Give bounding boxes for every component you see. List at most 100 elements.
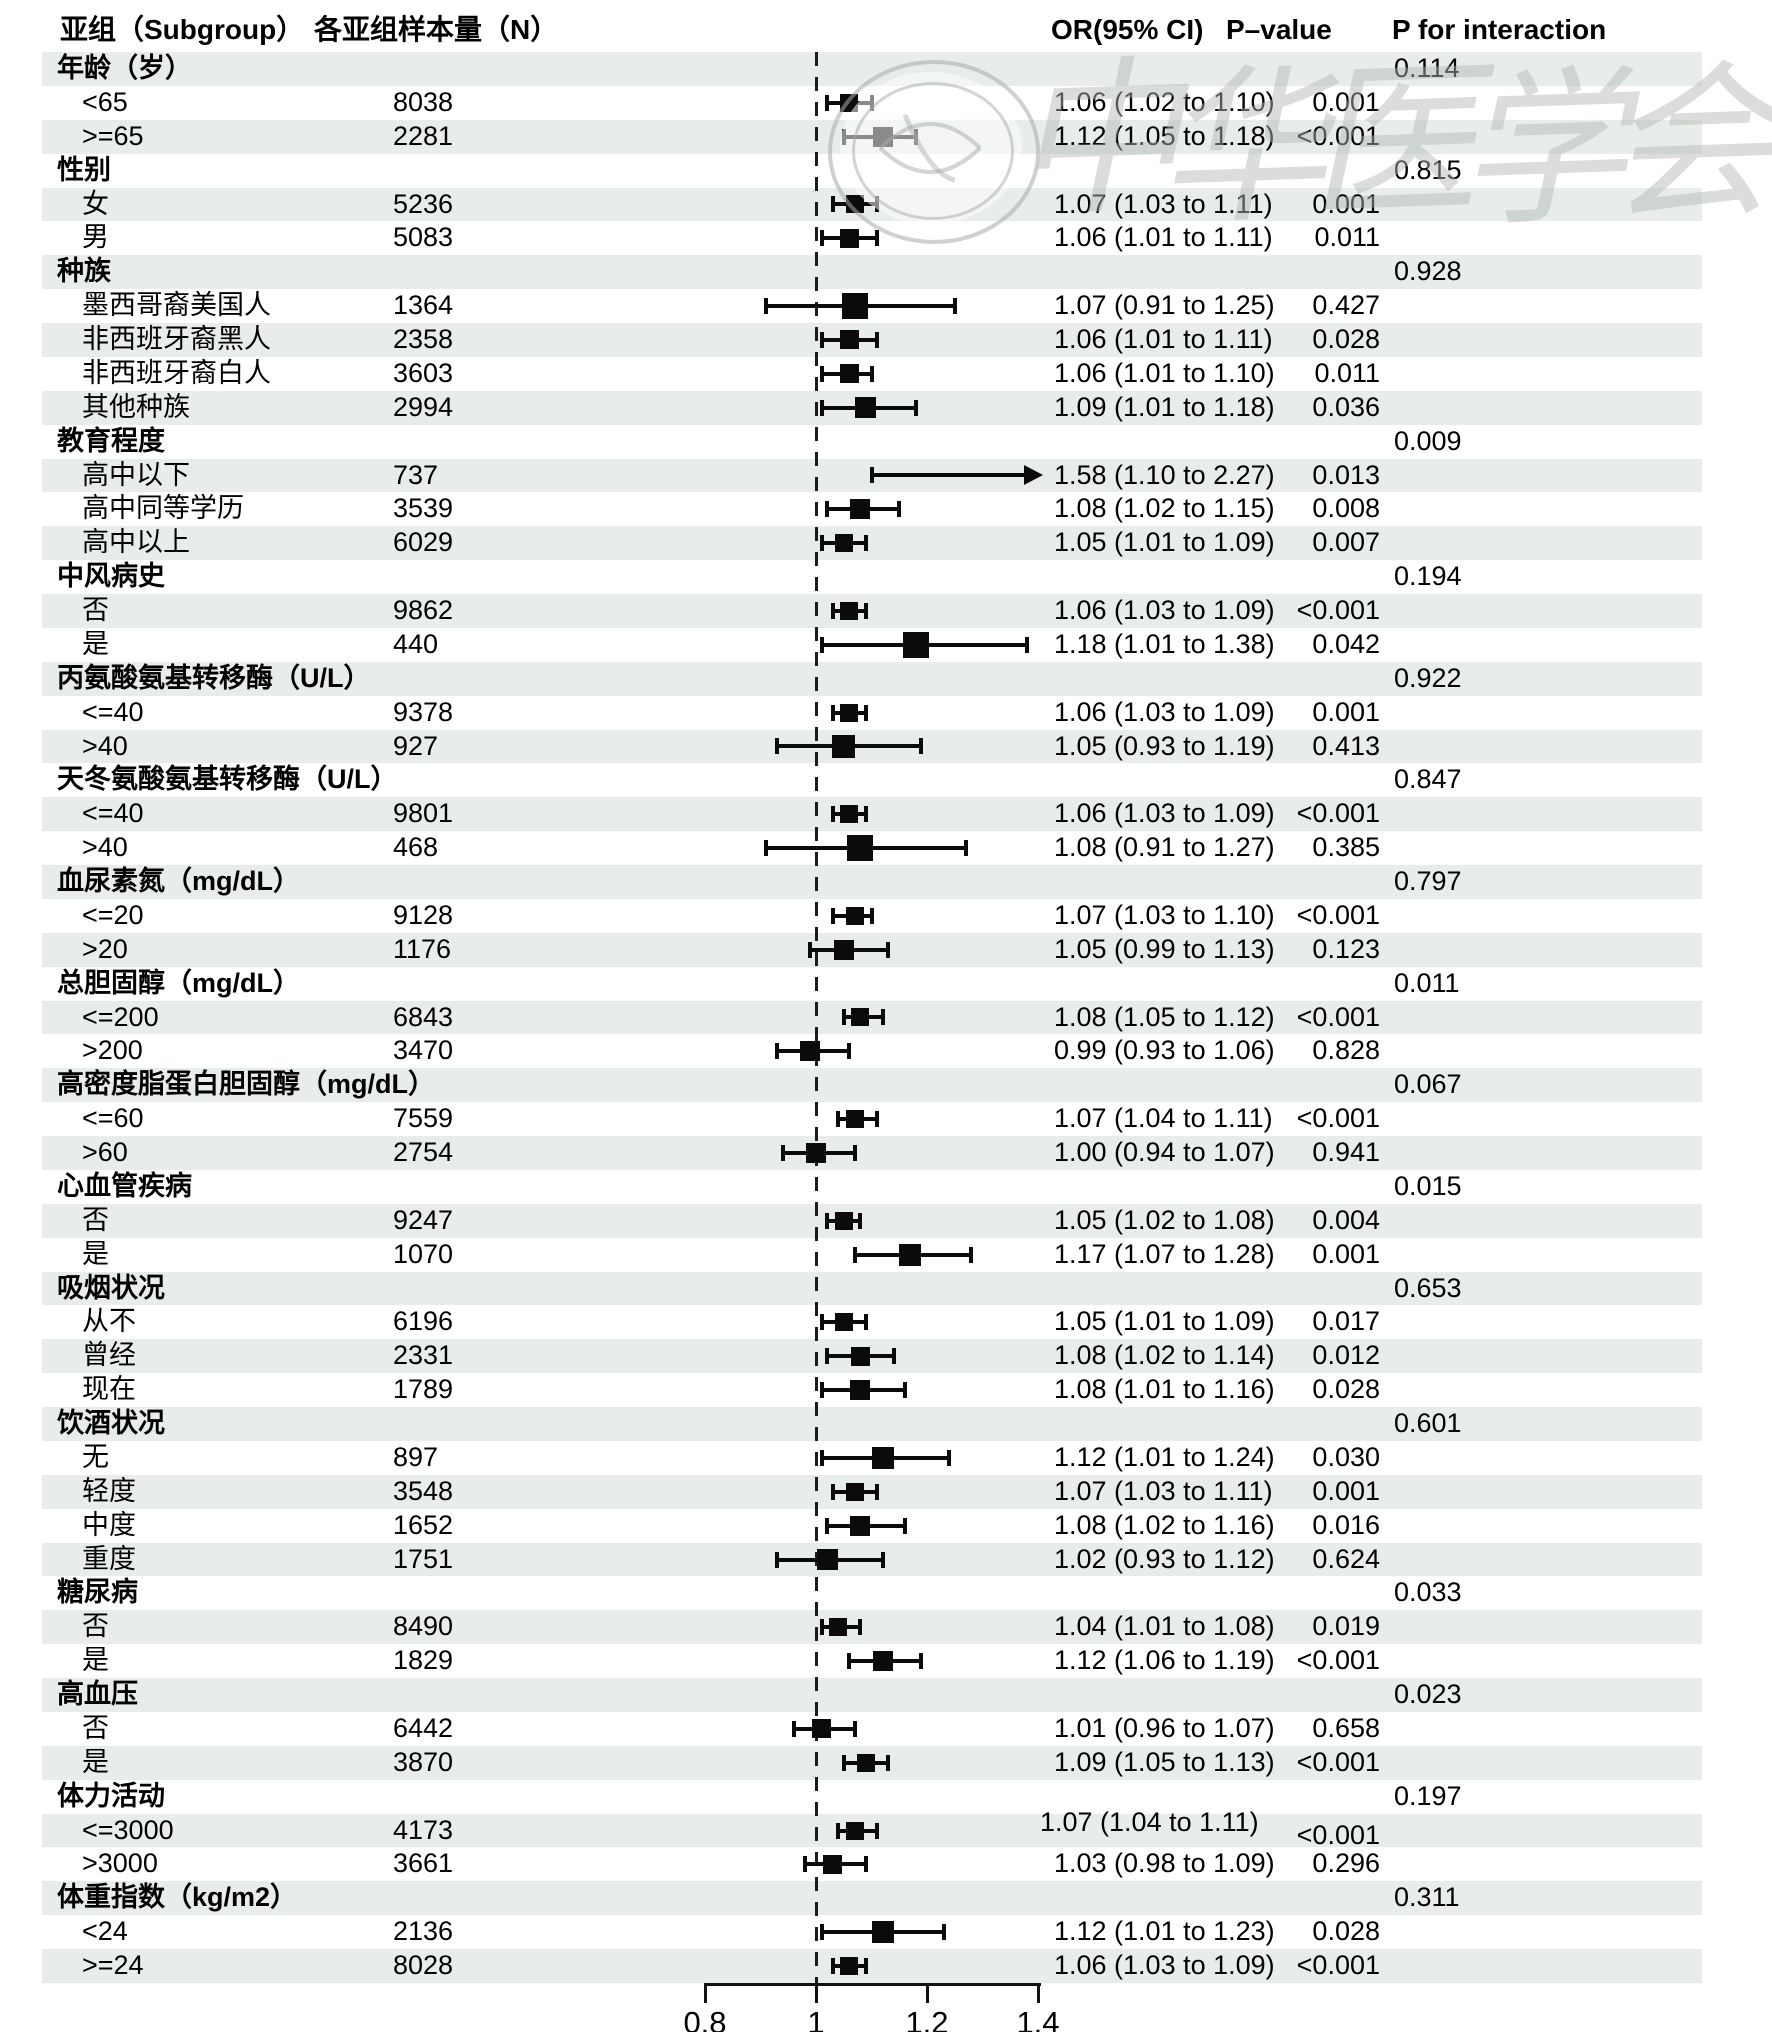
subgroup-row: 轻度 3548 1.07 (1.03 to 1.11) 0.001 <box>0 1474 1772 1509</box>
or-ci-text: 1.00 (0.94 to 1.07) <box>1054 1137 1275 1168</box>
subgroup-row: 否 8490 1.04 (1.01 to 1.08) 0.019 <box>0 1610 1772 1645</box>
subgroup-row: 高中以上 6029 1.05 (1.01 to 1.09) 0.007 <box>0 526 1772 561</box>
ci-cap-right <box>863 1314 868 1331</box>
subgroup-row: 女 5236 1.07 (1.03 to 1.11) 0.001 <box>0 187 1772 222</box>
col-header-subgroup: 亚组（Subgroup） <box>60 14 305 45</box>
ci-cap-right <box>869 365 874 382</box>
subgroup-row: 男 5083 1.06 (1.01 to 1.11) 0.011 <box>0 221 1772 255</box>
subgroup-label: 否 <box>82 1611 109 1642</box>
subgroup-row: <=40 9378 1.06 (1.03 to 1.09) 0.001 <box>0 696 1772 730</box>
or-ci-text: 1.12 (1.01 to 1.24) <box>1054 1441 1275 1472</box>
ci-cap-right <box>863 1958 868 1975</box>
or-ci-text: 1.07 (0.91 to 1.25) <box>1054 290 1275 321</box>
subgroup-label: <=40 <box>82 696 144 727</box>
subgroup-label: <=3000 <box>82 1814 174 1845</box>
p-value: <0.001 <box>1296 1950 1380 1981</box>
ci-cap-left <box>869 467 874 484</box>
or-point-square <box>812 1719 832 1739</box>
p-value: 0.017 <box>1312 1306 1380 1337</box>
p-interaction-value: 0.023 <box>1394 1679 1462 1710</box>
p-interaction-value: 0.601 <box>1394 1408 1462 1439</box>
sample-size: 6843 <box>393 1001 454 1032</box>
axis-tick <box>704 1982 707 2003</box>
p-interaction-value: 0.015 <box>1394 1170 1462 1201</box>
row-stripe <box>42 1271 1702 1306</box>
ci-cap-left <box>808 941 813 958</box>
or-ci-text: 1.17 (1.07 to 1.28) <box>1054 1238 1275 1269</box>
group-row: 总胆固醇（mg/dL） 0.011 <box>0 967 1772 1001</box>
row-stripe <box>42 661 1702 696</box>
or-ci-text: 1.08 (1.01 to 1.16) <box>1054 1374 1275 1405</box>
or-point-square <box>850 1346 870 1366</box>
ci-cap-right <box>919 1653 924 1670</box>
sample-size: 2754 <box>393 1137 454 1168</box>
axis-tick-label: 1.2 <box>905 2004 949 2032</box>
subgroup-label: 天冬氨酸氨基转移酶（U/L） <box>57 764 398 795</box>
subgroup-label: 是 <box>82 1746 109 1777</box>
group-row: 中风病史 0.194 <box>0 560 1772 594</box>
group-row: 高密度脂蛋白胆固醇（mg/dL） 0.067 <box>0 1068 1772 1103</box>
axis-tick-label: 0.8 <box>683 2004 727 2032</box>
subgroup-label: <=40 <box>82 798 144 829</box>
sample-size: 1364 <box>393 290 454 321</box>
p-interaction-value: 0.797 <box>1394 866 1462 897</box>
ci-cap-left <box>830 1958 835 1975</box>
or-point-square <box>850 1515 871 1536</box>
subgroup-label: 年龄（岁） <box>57 53 192 83</box>
axis-tick-label: 1 <box>807 2004 825 2032</box>
ci-cap-left <box>825 501 830 518</box>
or-ci-text: 1.12 (1.06 to 1.19) <box>1054 1645 1275 1676</box>
ci-cap-right <box>875 1111 880 1128</box>
or-ci-text: 1.06 (1.03 to 1.09) <box>1054 1950 1275 1981</box>
ci-cap-left <box>819 1449 824 1466</box>
ci-cap-right <box>852 1720 857 1737</box>
subgroup-label: 墨西哥裔美国人 <box>82 290 271 321</box>
or-ci-text: 1.05 (1.01 to 1.09) <box>1054 527 1275 558</box>
sample-size: 2331 <box>393 1340 454 1371</box>
or-ci-text: 1.08 (1.02 to 1.14) <box>1054 1340 1275 1371</box>
reference-line-or-1 <box>815 52 818 1983</box>
p-value: 0.019 <box>1312 1611 1380 1642</box>
ci-cap-right <box>869 907 874 924</box>
p-interaction-value: 0.067 <box>1394 1069 1462 1100</box>
subgroup-label: <65 <box>82 86 128 117</box>
axis-tick <box>815 1982 818 2003</box>
sample-size: 3870 <box>393 1746 454 1777</box>
subgroup-label: 是 <box>82 628 109 659</box>
or-ci-text: 1.01 (0.96 to 1.07) <box>1054 1712 1275 1743</box>
row-stripe <box>42 1881 1702 1916</box>
subgroup-label: 种族 <box>57 256 111 287</box>
col-header-p-interaction: P for interaction <box>1392 14 1607 45</box>
ci-cap-left <box>825 1517 830 1534</box>
ci-cap-left <box>764 298 769 315</box>
subgroup-row: 墨西哥裔美国人 1364 1.07 (0.91 to 1.25) 0.427 <box>0 289 1772 323</box>
sample-size: 440 <box>393 628 439 659</box>
row-stripe <box>42 255 1702 290</box>
group-row: 吸烟状况 0.653 <box>0 1271 1772 1306</box>
p-value: 0.007 <box>1312 527 1380 558</box>
subgroup-label: 体力活动 <box>57 1780 165 1811</box>
group-row: 心血管疾病 0.015 <box>0 1170 1772 1204</box>
subgroup-label: >40 <box>82 832 128 863</box>
or-ci-text: 1.09 (1.01 to 1.18) <box>1054 391 1275 422</box>
subgroup-label: 轻度 <box>82 1475 136 1506</box>
or-ci-text: 1.05 (1.01 to 1.09) <box>1054 1306 1275 1337</box>
sample-size: 8490 <box>393 1611 454 1642</box>
subgroup-row: 否 9862 1.06 (1.03 to 1.09) <0.001 <box>0 594 1772 628</box>
or-point-square <box>840 703 859 722</box>
or-point-square <box>834 1211 853 1230</box>
subgroup-row: 否 6442 1.01 (0.96 to 1.07) 0.658 <box>0 1712 1772 1746</box>
p-value: 0.296 <box>1312 1848 1380 1879</box>
ci-line-arrow <box>871 473 1024 478</box>
sample-size: 6442 <box>393 1712 454 1743</box>
p-value: 0.658 <box>1312 1712 1380 1743</box>
subgroup-label: <=200 <box>82 1001 159 1032</box>
p-interaction-value: 0.928 <box>1394 256 1462 287</box>
subgroup-label: 糖尿病 <box>57 1577 138 1608</box>
subgroup-label: 现在 <box>82 1374 136 1405</box>
sample-size: 1829 <box>393 1645 454 1676</box>
or-point-square <box>841 293 868 320</box>
or-ci-text: 1.06 (1.03 to 1.09) <box>1054 798 1275 829</box>
sample-size: 3603 <box>393 357 454 388</box>
or-point-square <box>840 1957 859 1976</box>
